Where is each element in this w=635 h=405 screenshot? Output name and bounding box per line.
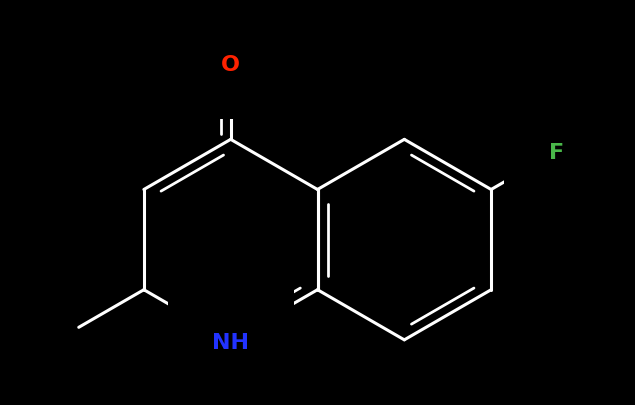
Text: O: O: [221, 55, 240, 75]
Text: NH: NH: [212, 332, 249, 352]
Text: F: F: [549, 143, 564, 162]
